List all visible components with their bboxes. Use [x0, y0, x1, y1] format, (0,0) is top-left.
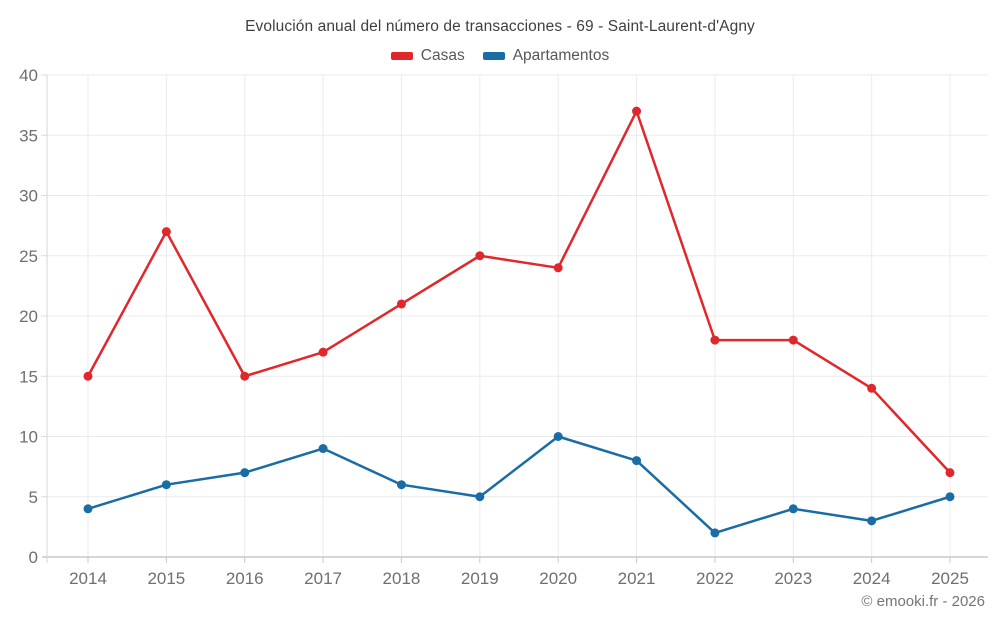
data-point[interactable]	[240, 468, 250, 478]
data-point[interactable]	[553, 432, 563, 441]
data-point[interactable]	[867, 383, 877, 393]
x-tick-label: 2019	[461, 569, 499, 588]
data-point[interactable]	[318, 444, 328, 454]
data-point[interactable]	[632, 456, 642, 466]
x-tick-label: 2014	[69, 569, 107, 588]
y-tick-label: 0	[29, 548, 38, 567]
data-point[interactable]	[240, 371, 250, 381]
legend-swatch-casas-icon	[390, 52, 413, 60]
data-point[interactable]	[788, 504, 798, 514]
y-tick-label: 40	[19, 66, 38, 85]
data-point[interactable]	[396, 480, 406, 490]
series-casas	[83, 106, 955, 478]
x-tick-label: 2022	[696, 569, 734, 588]
x-tick-label: 2016	[226, 569, 264, 588]
x-tick-label: 2017	[304, 569, 342, 588]
y-tick-label: 10	[19, 428, 38, 447]
y-tick-label: 15	[19, 367, 38, 386]
x-tick-label: 2021	[618, 569, 656, 588]
x-tick-label: 2020	[539, 569, 577, 588]
legend-label-casas: Casas	[420, 47, 465, 64]
data-point[interactable]	[710, 335, 720, 345]
data-point[interactable]	[553, 263, 563, 273]
legend-swatch-apartamentos-icon	[482, 52, 505, 60]
x-tick-label: 2023	[774, 569, 812, 588]
series-group	[83, 106, 955, 538]
y-tick-label: 35	[19, 126, 38, 145]
attribution: © emooki.fr - 2026	[861, 593, 985, 610]
chart-legend: Casas Apartamentos	[0, 47, 1000, 65]
axis-lines	[42, 75, 988, 563]
legend-item-casas[interactable]: Casas	[390, 47, 465, 65]
y-tick-label: 5	[29, 488, 38, 507]
series-line	[86, 435, 952, 535]
chart-title: Evolución anual del número de transaccio…	[245, 18, 755, 35]
data-point[interactable]	[396, 299, 406, 309]
x-tick-label: 2018	[383, 569, 421, 588]
y-tick-label: 20	[19, 307, 38, 326]
data-point[interactable]	[632, 106, 642, 116]
data-point[interactable]	[318, 347, 328, 357]
series-apartamentos	[83, 432, 955, 538]
x-tick-label: 2024	[853, 569, 891, 588]
legend-item-apartamentos[interactable]: Apartamentos	[482, 47, 610, 65]
x-tick-label: 2025	[931, 569, 969, 588]
y-tick-label: 30	[19, 187, 38, 206]
y-tick-label: 25	[19, 247, 38, 266]
data-point[interactable]	[710, 528, 720, 538]
series-line	[86, 109, 952, 474]
data-point[interactable]	[475, 492, 485, 502]
data-point[interactable]	[161, 227, 171, 237]
data-point[interactable]	[161, 480, 171, 490]
data-point[interactable]	[945, 492, 955, 502]
data-point[interactable]	[867, 516, 877, 526]
data-point[interactable]	[788, 335, 798, 345]
data-point[interactable]	[83, 504, 93, 514]
legend-label-apartamentos: Apartamentos	[512, 47, 610, 64]
data-point[interactable]	[475, 251, 485, 261]
data-point[interactable]	[83, 371, 93, 381]
x-tick-label: 2015	[147, 569, 185, 588]
grid-lines	[41, 74, 988, 557]
data-point[interactable]	[945, 468, 955, 478]
